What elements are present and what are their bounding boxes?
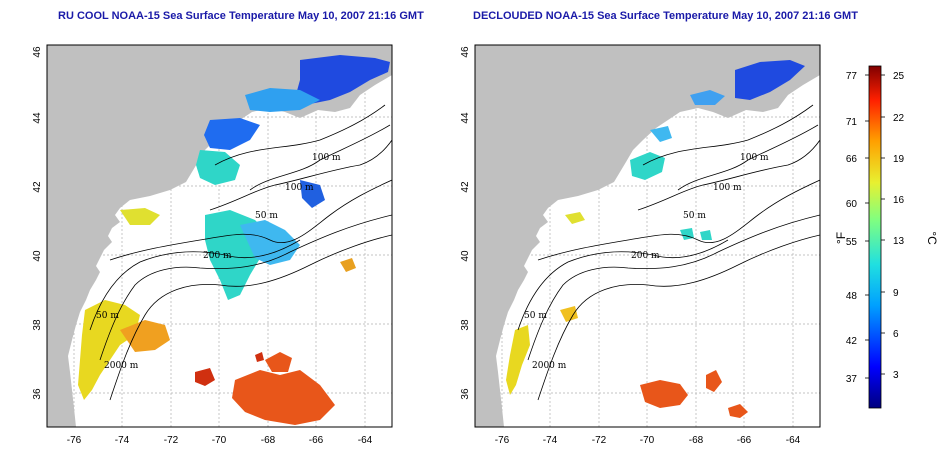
lat-tick-label: 44 — [32, 112, 43, 124]
lon-tick-label: -74 — [543, 435, 558, 446]
lon-tick-label: -66 — [309, 435, 324, 446]
lon-tick-label: -68 — [689, 435, 704, 446]
colorbar-gradient — [868, 65, 882, 409]
celsius-tick: 16 — [893, 195, 905, 206]
left-land — [47, 45, 392, 427]
lat-tick-label: 38 — [460, 319, 471, 331]
fahrenheit-tick: 55 — [846, 237, 858, 248]
right-isobath-contours — [517, 104, 820, 401]
fahrenheit-scale: 77 71 66 60 55 48 42 37 — [846, 71, 858, 385]
left-isobath-label: 50 m — [255, 211, 278, 221]
lat-tick-label: 36 — [460, 388, 471, 400]
left-map-panel: 100 m 100 m 50 m 200 m 50 m 2000 m 46 44… — [32, 44, 393, 446]
lon-tick-label: -70 — [640, 435, 655, 446]
left-isobath-label: 50 m — [96, 311, 119, 321]
right-lat-axis: 46 44 42 40 38 36 — [460, 46, 471, 400]
lon-tick-label: -64 — [786, 435, 801, 446]
lon-tick-label: -72 — [164, 435, 179, 446]
lon-tick-label: -70 — [212, 435, 227, 446]
celsius-tick: 13 — [893, 236, 905, 247]
lat-tick-label: 46 — [460, 46, 471, 58]
fahrenheit-tick: 71 — [846, 117, 858, 128]
lon-tick-label: -74 — [115, 435, 130, 446]
left-isobath-label: 100 m — [285, 183, 314, 193]
celsius-tick: 9 — [893, 288, 899, 299]
left-sst-warm-patches — [78, 208, 356, 425]
lon-tick-label: -72 — [592, 435, 607, 446]
celsius-tick: 25 — [893, 71, 905, 82]
right-isobath-label: 200 m — [631, 251, 660, 261]
fahrenheit-unit-label: °F — [834, 232, 848, 244]
left-isobath-label: 2000 m — [104, 361, 139, 371]
lon-tick-label: -68 — [261, 435, 276, 446]
right-lon-axis: -76 -74 -72 -70 -68 -66 -64 — [495, 435, 801, 446]
right-isobath-label: 100 m — [740, 153, 769, 163]
left-sst-cool-patches — [196, 55, 390, 300]
fahrenheit-tick: 37 — [846, 374, 858, 385]
fahrenheit-tick: 77 — [846, 71, 858, 82]
right-isobath-label: 2000 m — [532, 361, 567, 371]
temperature-colorbar: 77 71 66 60 55 48 42 37 25 22 19 16 13 9… — [834, 65, 939, 409]
right-isobath-label: 100 m — [713, 183, 742, 193]
right-sst-cool-patches — [630, 60, 805, 240]
left-lat-axis: 46 44 42 40 38 36 — [32, 46, 43, 400]
right-map-panel: 100 m 100 m 50 m 200 m 50 m 2000 m 46 44… — [460, 44, 821, 446]
lat-tick-label: 40 — [460, 250, 471, 262]
celsius-unit-label: °C — [925, 231, 939, 245]
right-isobath-label: 50 m — [683, 211, 706, 221]
right-land — [475, 45, 820, 427]
celsius-tick: 22 — [893, 113, 905, 124]
lat-tick-label: 40 — [32, 250, 43, 262]
lat-tick-label: 42 — [32, 181, 43, 193]
celsius-scale: 25 22 19 16 13 9 6 3 — [893, 71, 905, 381]
lon-tick-label: -76 — [495, 435, 510, 446]
left-isobath-label: 100 m — [312, 153, 341, 163]
right-map-frame — [474, 44, 821, 428]
lon-tick-label: -66 — [737, 435, 752, 446]
lat-tick-label: 38 — [32, 319, 43, 331]
right-panel-title: DECLOUDED NOAA-15 Sea Surface Temperatur… — [473, 10, 858, 22]
lat-tick-label: 46 — [32, 46, 43, 58]
left-map-frame — [46, 44, 393, 428]
lon-tick-label: -64 — [358, 435, 373, 446]
celsius-tick: 19 — [893, 154, 905, 165]
fahrenheit-tick: 48 — [846, 291, 858, 302]
fahrenheit-tick: 42 — [846, 336, 858, 347]
celsius-tick: 3 — [893, 370, 899, 381]
right-sst-warm-patches — [506, 212, 748, 418]
left-lon-axis: -76 -74 -72 -70 -68 -66 -64 — [67, 435, 373, 446]
lat-tick-label: 44 — [460, 112, 471, 124]
left-isobath-contours — [89, 104, 392, 401]
left-isobath-label: 200 m — [203, 251, 232, 261]
lat-tick-label: 42 — [460, 181, 471, 193]
fahrenheit-tick: 66 — [846, 154, 858, 165]
fahrenheit-tick: 60 — [846, 199, 858, 210]
celsius-tick: 6 — [893, 329, 899, 340]
lon-tick-label: -76 — [67, 435, 82, 446]
lat-tick-label: 36 — [32, 388, 43, 400]
right-isobath-label: 50 m — [524, 311, 547, 321]
left-panel-title: RU COOL NOAA-15 Sea Surface Temperature … — [58, 10, 424, 22]
